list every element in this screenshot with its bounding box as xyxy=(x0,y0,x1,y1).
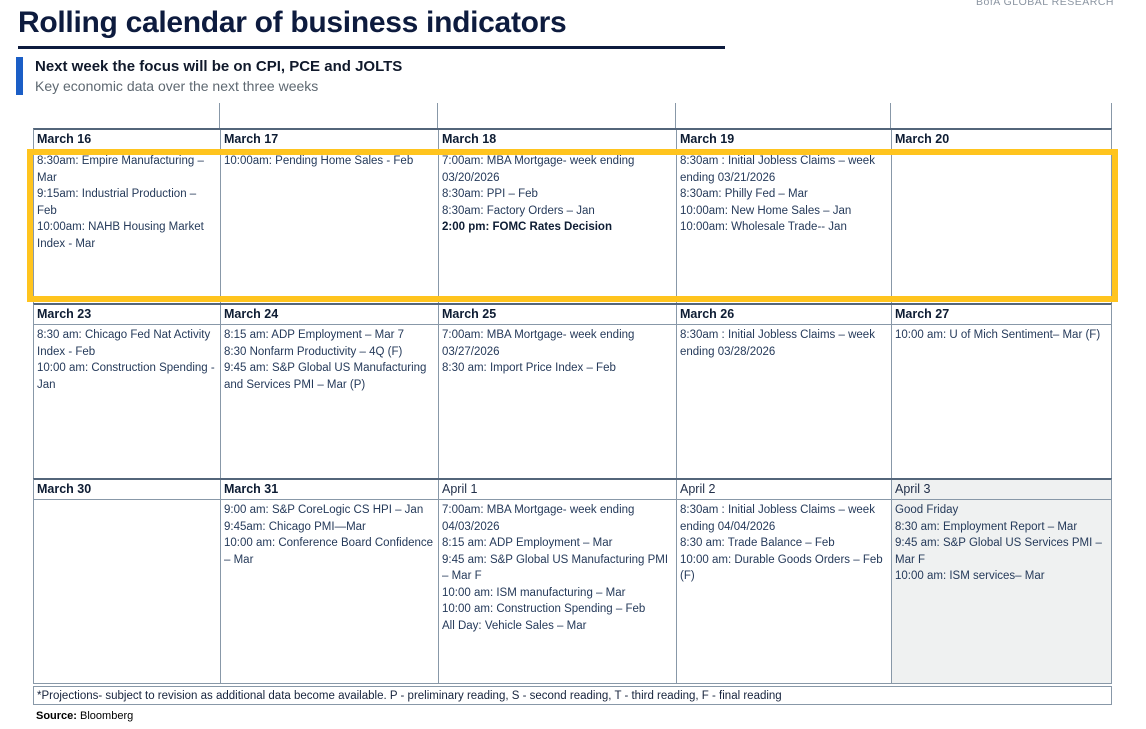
day-cell-march-17: 10:00am: Pending Home Sales - Feb xyxy=(220,151,438,303)
event-line: 10:00 am: U of Mich Sentiment– Mar (F) xyxy=(895,329,1101,341)
day-cell-march-31: 9:00 am: S&P CoreLogic CS HPI – Jan 9:45a… xyxy=(220,500,438,683)
event-line: 8:30am: Empire Manufacturing – Mar xyxy=(37,155,204,184)
day-header-march-26: March 26 xyxy=(676,305,891,324)
event-line: 8:30 am: Employment Report – Mar xyxy=(895,520,1078,533)
event-line: All Day: Vehicle Sales – Mar xyxy=(442,619,587,632)
event-line: 8:15 am: ADP Employment – Mar xyxy=(442,537,613,549)
day-header-march-16: March 16 xyxy=(37,132,92,146)
event-line: 2:00 pm: FOMC Rates Decision xyxy=(442,221,612,233)
day-cell-march-20 xyxy=(891,151,1111,303)
day-cell-march-27: 10:00 am: U of Mich Sentiment– Mar (F) xyxy=(891,325,1111,478)
day-cell-march-18: 7:00am: MBA Mortgage- week ending 03/20/… xyxy=(438,151,676,303)
event-line: 10:00 am: ISM services– Mar xyxy=(895,570,1045,582)
event-line: 8:15 am: ADP Employment – Mar 7 xyxy=(224,329,405,341)
event-line: 8:30am: Factory Orders – Jan xyxy=(442,204,595,217)
title-underline xyxy=(18,46,725,49)
day-header-march-17: March 17 xyxy=(220,130,438,150)
day-cell-march-26: 8:30am : Initial Jobless Claims – week e… xyxy=(676,325,891,478)
event-line: 7:00am: MBA Mortgage- week ending 03/20/… xyxy=(442,155,635,184)
event-line: 8:30am: Philly Fed – Mar xyxy=(680,188,808,200)
stub-cell xyxy=(33,103,219,128)
event-line: 8:30 am: Trade Balance – Feb xyxy=(680,537,835,549)
event-line: 10:00am: Pending Home Sales - Feb xyxy=(224,155,414,167)
headline-accent-bar xyxy=(16,57,23,95)
event-line: 10:00am: New Home Sales – Jan xyxy=(680,204,852,217)
day-header-march-23: March 23 xyxy=(37,307,92,321)
day-header-march-20: March 20 xyxy=(891,130,1111,150)
stub-cell xyxy=(890,103,1111,128)
page-title: Rolling calendar of business indicators xyxy=(18,6,567,39)
event-line: 8:30am: PPI – Feb xyxy=(442,188,538,200)
event-line: 10:00 am: Conference Board Confidence – … xyxy=(224,537,434,566)
day-header-march-30: March 30 xyxy=(37,482,92,496)
event-line: 9:45 am: S&P Global US Services PMI – Ma… xyxy=(895,537,1102,566)
week-2-body-row: 8:30 am: Chicago Fed Nat Activity Index … xyxy=(33,325,1112,478)
stub-cell xyxy=(219,103,437,128)
day-header-march-19: March 19 xyxy=(676,130,891,150)
day-cell-march-24: 8:15 am: ADP Employment – Mar 7 8:30 Nonf… xyxy=(220,325,438,478)
event-line: 9:45 am: S&P Global US Manufacturing and… xyxy=(224,362,427,391)
footnote-text: *Projections- subject to revision as add… xyxy=(37,689,782,702)
event-line: 9:45am: Chicago PMI—Mar xyxy=(224,520,366,533)
event-line: 10:00am: NAHB Housing Market Index - Mar xyxy=(37,221,204,250)
event-line: 8:30am : Initial Jobless Claims – week e… xyxy=(680,504,875,533)
event-line: 10:00 am: Durable Goods Orders – Feb (F) xyxy=(680,553,883,583)
stub-cell xyxy=(437,103,675,128)
event-line: 9:45 am: S&P Global US Manufacturing PMI… xyxy=(442,553,669,583)
headline: Next week the focus will be on CPI, PCE … xyxy=(35,58,403,75)
calendar-top-stub-row xyxy=(33,103,1112,128)
day-cell-march-30 xyxy=(34,500,220,683)
day-cell-april-3: Good Friday 8:30 am: Employment Report – … xyxy=(891,500,1111,683)
event-line: 8:30am : Initial Jobless Claims – week e… xyxy=(680,329,875,358)
footnote-box: *Projections- subject to revision as add… xyxy=(33,686,1112,705)
calendar-weeks: March 16 March 17 March 18 March 19 March 20… xyxy=(33,128,1112,684)
source-line: Source: Bloomberg xyxy=(36,710,133,722)
day-header-march-25: March 25 xyxy=(438,305,676,324)
week-3-body-row: 9:00 am: S&P CoreLogic CS HPI – Jan 9:45a… xyxy=(33,500,1112,684)
brand-label: BofA GLOBAL RESEARCH xyxy=(976,0,1114,8)
week-1-header-row: March 16 March 17 March 18 March 19 March 20 xyxy=(33,128,1112,151)
calendar-table: March 16 March 17 March 18 March 19 March 20… xyxy=(33,103,1112,705)
subheadline: Key economic data over the next three we… xyxy=(35,78,319,94)
event-line: 8:30 am: Chicago Fed Nat Activity Index … xyxy=(37,329,211,358)
event-line: 10:00 am: Construction Spending – Feb xyxy=(442,603,646,615)
day-cell-march-23: 8:30 am: Chicago Fed Nat Activity Index … xyxy=(34,325,220,478)
source-value: Bloomberg xyxy=(80,710,134,722)
week-2-header-row: March 23 March 24 March 25 March 26 March 27 xyxy=(33,303,1112,325)
event-line: 7:00am: MBA Mortgage- week ending 03/27/… xyxy=(442,329,635,358)
event-line: 7:00am: MBA Mortgage- week ending 04/03/… xyxy=(442,504,635,533)
event-line: Good Friday xyxy=(895,504,959,516)
event-line: 10:00am: Wholesale Trade-- Jan xyxy=(680,221,847,233)
event-line: 10:00 am: Construction Spending - Jan xyxy=(37,362,215,391)
day-cell-april-1: 7:00am: MBA Mortgage- week ending 04/03/… xyxy=(438,500,676,683)
event-line: 9:15am: Industrial Production – Feb xyxy=(37,188,197,217)
day-header-march-18: March 18 xyxy=(438,130,676,150)
source-label: Source: xyxy=(36,710,77,722)
day-header-march-31: March 31 xyxy=(220,480,438,499)
event-line: 9:00 am: S&P CoreLogic CS HPI – Jan xyxy=(224,504,424,516)
day-cell-april-2: 8:30am : Initial Jobless Claims – week e… xyxy=(676,500,891,683)
day-header-april-1: April 1 xyxy=(438,480,676,499)
week-3-header-row: March 30 March 31 April 1 April 2 April 3 xyxy=(33,478,1112,500)
event-line: 8:30am : Initial Jobless Claims – week e… xyxy=(680,155,875,184)
day-cell-march-25: 7:00am: MBA Mortgage- week ending 03/27/… xyxy=(438,325,676,478)
event-line: 10:00 am: ISM manufacturing – Mar xyxy=(442,586,626,599)
event-line: 8:30 am: Import Price Index – Feb xyxy=(442,362,616,374)
week-1-body-row: 8:30am: Empire Manufacturing – Mar 9:15am… xyxy=(33,151,1112,303)
stub-cell xyxy=(675,103,890,128)
event-line: 8:30 Nonfarm Productivity – 4Q (F) xyxy=(224,345,403,358)
day-header-march-24: March 24 xyxy=(220,305,438,324)
day-header-april-3: April 3 xyxy=(891,480,1111,499)
day-header-march-27: March 27 xyxy=(891,305,1111,324)
day-cell-march-19: 8:30am : Initial Jobless Claims – week e… xyxy=(676,151,891,303)
day-header-april-2: April 2 xyxy=(676,480,891,499)
day-cell-march-16: 8:30am: Empire Manufacturing – Mar 9:15am… xyxy=(34,151,220,303)
